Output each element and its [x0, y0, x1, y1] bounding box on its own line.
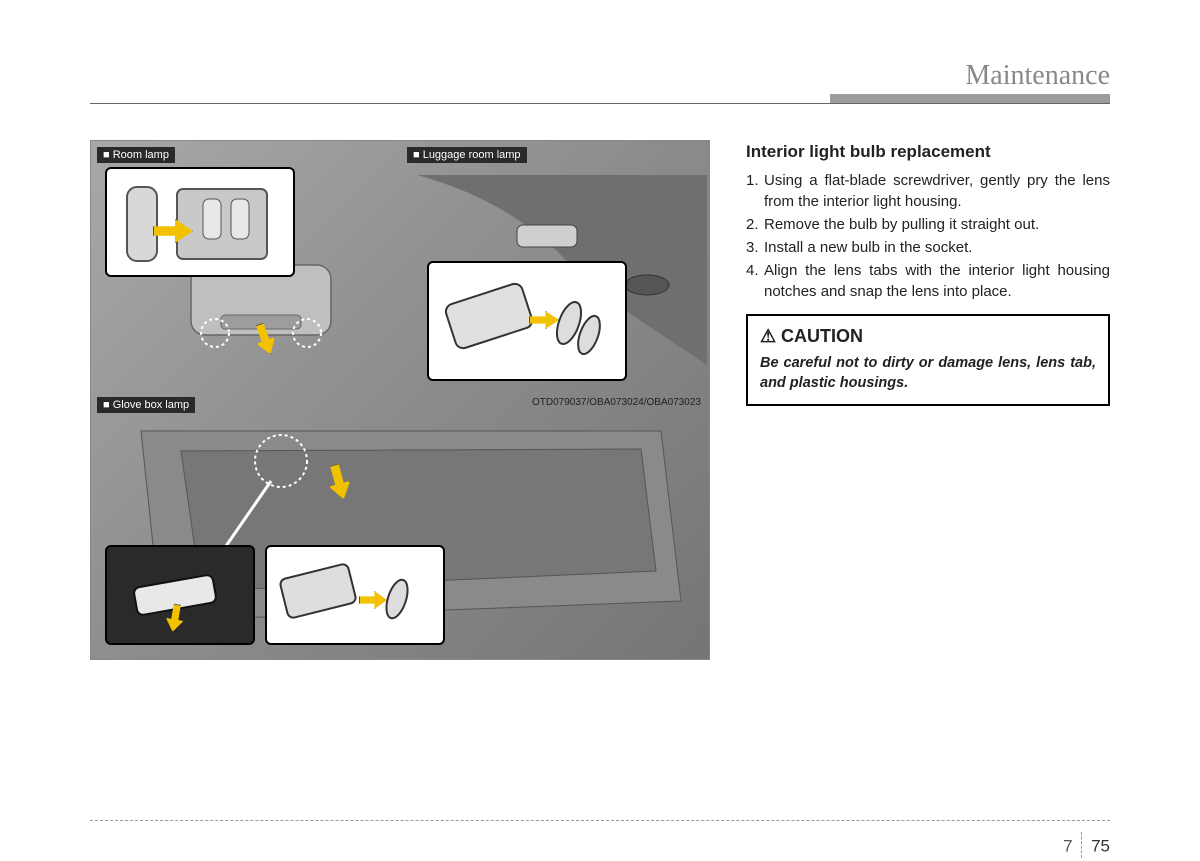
section-title: Maintenance: [965, 60, 1110, 92]
figure-label-luggage-lamp: ■ Luggage room lamp: [407, 147, 527, 163]
glove-box-callout-dark: [105, 545, 255, 645]
figure-label-room-lamp: ■ Room lamp: [97, 147, 175, 163]
footer-rule: [90, 820, 1110, 821]
step-text: Align the lens tabs with the interior li…: [764, 262, 1110, 300]
composite-figure: ■ Room lamp ■ Luggage room lamp ■ Glove …: [90, 140, 710, 660]
page-header: Maintenance: [90, 60, 1110, 100]
caution-body: Be careful not to dirty or damage lens, …: [760, 353, 1096, 394]
step-number: 3.: [746, 237, 759, 258]
page-footer: 7 75: [90, 820, 1110, 831]
header-rule: [90, 103, 1110, 104]
page-index: 75: [1091, 836, 1110, 855]
chapter-number: 7: [1063, 836, 1072, 855]
figure-code: OTD079037/OBA073024/OBA073023: [532, 397, 701, 408]
step-item: 3. Install a new bulb in the socket.: [746, 237, 1110, 258]
caution-title: ⚠ CAUTION: [760, 324, 1096, 349]
step-list: 1.Using a flat-blade screwdriver, gently…: [746, 170, 1110, 302]
step-number: 1.: [746, 170, 759, 191]
step-text: Using a flat-blade screwdriver, gently p…: [764, 172, 1110, 210]
glove-box-bulb-icon: [267, 547, 447, 647]
text-column: Interior light bulb replacement 1.Using …: [710, 140, 1110, 660]
manual-page: Maintenance ■ Room lamp ■ Luggage room l…: [0, 0, 1200, 861]
step-text: Remove the bulb by pulling it straight o…: [764, 216, 1039, 233]
room-lamp-callout: [105, 167, 295, 277]
procedure-heading: Interior light bulb replacement: [746, 140, 1110, 164]
glove-box-lens-icon: [107, 547, 257, 647]
step-item: 1.Using a flat-blade screwdriver, gently…: [746, 170, 1110, 212]
step-number: 4.: [746, 260, 759, 281]
page-number: 7 75: [1063, 834, 1110, 860]
warning-icon: ⚠: [760, 324, 776, 349]
step-item: 4.Align the lens tabs with the interior …: [746, 260, 1110, 302]
figure-label-glove-box: ■ Glove box lamp: [97, 397, 195, 413]
figure-column: ■ Room lamp ■ Luggage room lamp ■ Glove …: [90, 140, 710, 660]
step-number: 2.: [746, 214, 759, 235]
caution-box: ⚠ CAUTION Be careful not to dirty or dam…: [746, 314, 1110, 406]
room-lamp-detail-icon: [107, 169, 297, 279]
step-item: 2. Remove the bulb by pulling it straight…: [746, 214, 1110, 235]
glove-box-callout-light: [265, 545, 445, 645]
content-row: ■ Room lamp ■ Luggage room lamp ■ Glove …: [90, 140, 1110, 660]
caution-label: CAUTION: [781, 326, 863, 346]
luggage-lamp-callout: [427, 261, 627, 381]
page-separator: [1081, 832, 1082, 858]
step-text: Install a new bulb in the socket.: [764, 239, 972, 256]
